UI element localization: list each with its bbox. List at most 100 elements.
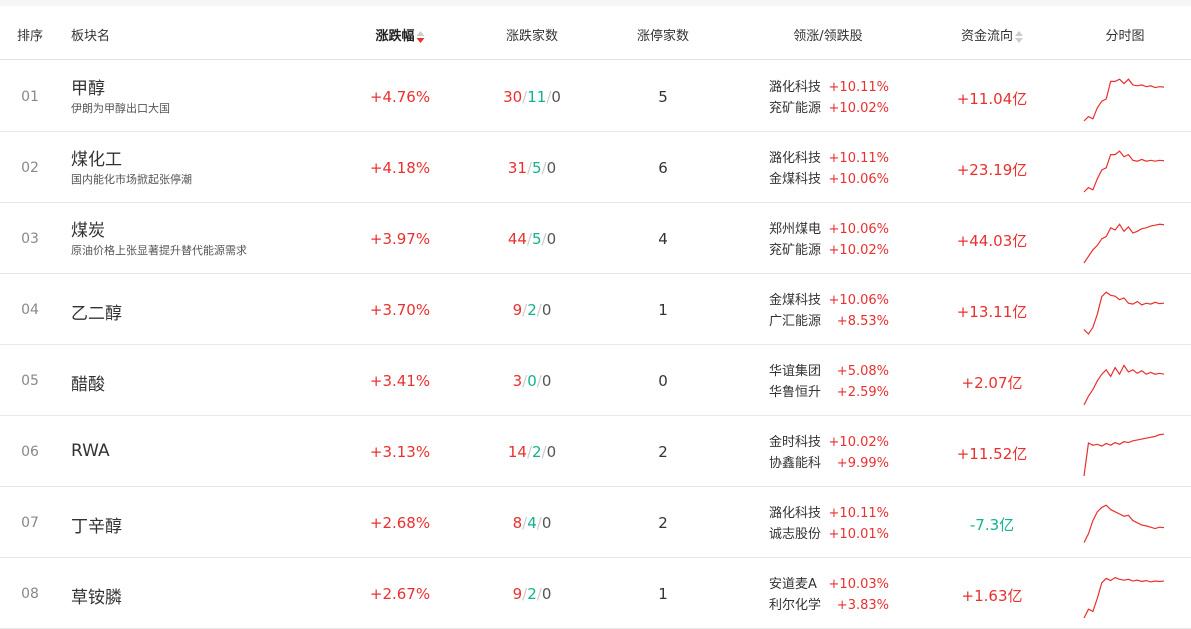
- flat-count: 0: [541, 301, 552, 319]
- rank: 03: [21, 231, 39, 247]
- stock-pct: +10.11%: [828, 506, 889, 521]
- stock-name[interactable]: 郑州煤电: [769, 222, 822, 237]
- limitup-count: 6: [658, 159, 668, 177]
- header-change-label: 涨跌幅: [375, 29, 415, 44]
- stock-name[interactable]: 潞化科技: [769, 506, 822, 521]
- change-pct: +3.97%: [369, 230, 431, 248]
- stock-name[interactable]: 金时科技: [769, 435, 822, 450]
- updown-count: 44/5/0: [507, 230, 557, 248]
- sector-name-link[interactable]: 丁辛醇: [71, 517, 122, 537]
- sparkline-path: [1083, 364, 1165, 406]
- stock-name[interactable]: 潞化科技: [769, 151, 822, 166]
- leader-stock[interactable]: 安道麦A +10.03%: [769, 574, 889, 595]
- leader-stock[interactable]: 协鑫能科 +9.99%: [769, 453, 889, 474]
- table-row[interactable]: 03 煤炭 原油价格上张显著提升替代能源需求 +3.97% 44/5/0 4 郑…: [0, 203, 1191, 274]
- down-count: 4: [527, 514, 537, 532]
- top-strip: [0, 0, 1191, 6]
- sector-name-link[interactable]: 醋酸: [71, 375, 105, 395]
- sparkline-path: [1083, 504, 1165, 543]
- header-name: 板块名: [71, 29, 111, 44]
- sparkline-path: [1083, 576, 1165, 619]
- leader-stock[interactable]: 金时科技 +10.02%: [769, 432, 889, 453]
- leader-stock[interactable]: 金煤科技 +10.06%: [769, 290, 889, 311]
- leader-stock[interactable]: 广汇能源 +8.53%: [769, 311, 889, 332]
- leader-stock[interactable]: 兖矿能源 +10.02%: [769, 240, 889, 261]
- leader-stock[interactable]: 诚志股份 +10.01%: [769, 524, 889, 545]
- sector-name-link[interactable]: 甲醇: [71, 79, 105, 99]
- down-count: 2: [532, 443, 542, 461]
- leader-stocks: 潞化科技 +10.11% 兖矿能源 +10.02%: [769, 77, 889, 119]
- stock-name[interactable]: 潞化科技: [769, 80, 822, 95]
- up-count: 9: [512, 585, 523, 603]
- stock-name[interactable]: 兖矿能源: [769, 243, 822, 258]
- table-header: 排序 板块名 涨跌幅 涨跌家数 涨停家数 领涨/领跌股 资金流向 分时图: [0, 6, 1191, 60]
- change-pct: +3.13%: [369, 443, 431, 461]
- intraday-sparkline[interactable]: [1082, 353, 1168, 409]
- stock-name[interactable]: 利尔化学: [769, 598, 822, 613]
- stock-name[interactable]: 安道麦A: [769, 577, 817, 592]
- header-change-sort[interactable]: 涨跌幅: [375, 25, 425, 44]
- down-count: 5: [532, 159, 542, 177]
- stock-pct: +3.83%: [836, 598, 889, 613]
- sector-name-link[interactable]: RWA: [71, 441, 110, 461]
- table-row[interactable]: 08 草铵膦 +2.67% 9/2/0 1 安道麦A +10.03% 利尔化学 +3.…: [0, 558, 1191, 629]
- limitup-count: 2: [658, 514, 668, 532]
- sector-name-link[interactable]: 煤化工: [71, 150, 122, 170]
- down-count: 11: [527, 88, 547, 106]
- down-count: 5: [532, 230, 542, 248]
- intraday-sparkline[interactable]: [1082, 282, 1168, 338]
- leader-stock[interactable]: 潞化科技 +10.11%: [769, 77, 889, 98]
- stock-name[interactable]: 广汇能源: [769, 314, 822, 329]
- intraday-sparkline[interactable]: [1082, 424, 1168, 480]
- leader-stock[interactable]: 潞化科技 +10.11%: [769, 148, 889, 169]
- leader-stock[interactable]: 潞化科技 +10.11%: [769, 503, 889, 524]
- sort-desc-icon: [416, 30, 425, 43]
- stock-name[interactable]: 协鑫能科: [769, 456, 822, 471]
- updown-count: 9/2/0: [512, 585, 552, 603]
- leader-stock[interactable]: 兖矿能源 +10.02%: [769, 98, 889, 119]
- flat-count: 0: [546, 230, 557, 248]
- header-chart: 分时图: [1105, 29, 1145, 44]
- up-count: 31: [507, 159, 527, 177]
- header-updown: 涨跌家数: [505, 29, 559, 44]
- updown-count: 31/5/0: [507, 159, 557, 177]
- intraday-sparkline[interactable]: [1082, 211, 1168, 267]
- leader-stock[interactable]: 利尔化学 +3.83%: [769, 595, 889, 616]
- header-flow-sort[interactable]: 资金流向: [960, 25, 1024, 44]
- sector-name-link[interactable]: 煤炭: [71, 221, 105, 241]
- down-count: 2: [527, 301, 537, 319]
- table-row[interactable]: 04 乙二醇 +3.70% 9/2/0 1 金煤科技 +10.06% 广汇能源 +8.…: [0, 274, 1191, 345]
- rank: 07: [21, 515, 39, 531]
- leader-stock[interactable]: 华谊集团 +5.08%: [769, 361, 889, 382]
- intraday-sparkline[interactable]: [1082, 495, 1168, 551]
- stock-pct: +10.11%: [828, 151, 889, 166]
- table-row[interactable]: 02 煤化工 国内能化市场掀起张停潮 +4.18% 31/5/0 6 潞化科技 +…: [0, 132, 1191, 203]
- header-flow-label: 资金流向: [960, 29, 1014, 44]
- sector-desc: 原油价格上张显著提升替代能源需求: [71, 244, 247, 257]
- change-pct: +4.76%: [369, 88, 431, 106]
- updown-count: 30/11/0: [503, 88, 561, 106]
- fund-flow: +44.03亿: [956, 232, 1028, 250]
- leader-stock[interactable]: 华鲁恒升 +2.59%: [769, 382, 889, 403]
- flat-count: 0: [541, 585, 552, 603]
- limitup-count: 0: [658, 372, 668, 390]
- change-pct: +2.68%: [369, 514, 431, 532]
- stock-name[interactable]: 诚志股份: [769, 527, 822, 542]
- table-row[interactable]: 05 醋酸 +3.41% 3/0/0 0 华谊集团 +5.08% 华鲁恒升 +2.59…: [0, 345, 1191, 416]
- stock-name[interactable]: 金煤科技: [769, 172, 822, 187]
- stock-name[interactable]: 兖矿能源: [769, 101, 822, 116]
- stock-pct: +10.02%: [828, 435, 889, 450]
- intraday-sparkline[interactable]: [1082, 140, 1168, 196]
- sector-name-link[interactable]: 乙二醇: [71, 304, 122, 324]
- stock-name[interactable]: 华鲁恒升: [769, 385, 822, 400]
- table-row[interactable]: 01 甲醇 伊朗为甲醇出口大国 +4.76% 30/11/0 5 潞化科技 +10…: [0, 61, 1191, 132]
- intraday-sparkline[interactable]: [1082, 566, 1168, 622]
- leader-stock[interactable]: 郑州煤电 +10.06%: [769, 219, 889, 240]
- leader-stock[interactable]: 金煤科技 +10.06%: [769, 169, 889, 190]
- sector-name-link[interactable]: 草铵膦: [71, 588, 122, 608]
- stock-name[interactable]: 华谊集团: [769, 364, 822, 379]
- stock-name[interactable]: 金煤科技: [769, 293, 822, 308]
- intraday-sparkline[interactable]: [1082, 69, 1168, 125]
- table-row[interactable]: 06 RWA +3.13% 14/2/0 2 金时科技 +10.02% 协鑫能科 +9…: [0, 416, 1191, 487]
- table-row[interactable]: 07 丁辛醇 +2.68% 8/4/0 2 潞化科技 +10.11% 诚志股份 +10…: [0, 487, 1191, 558]
